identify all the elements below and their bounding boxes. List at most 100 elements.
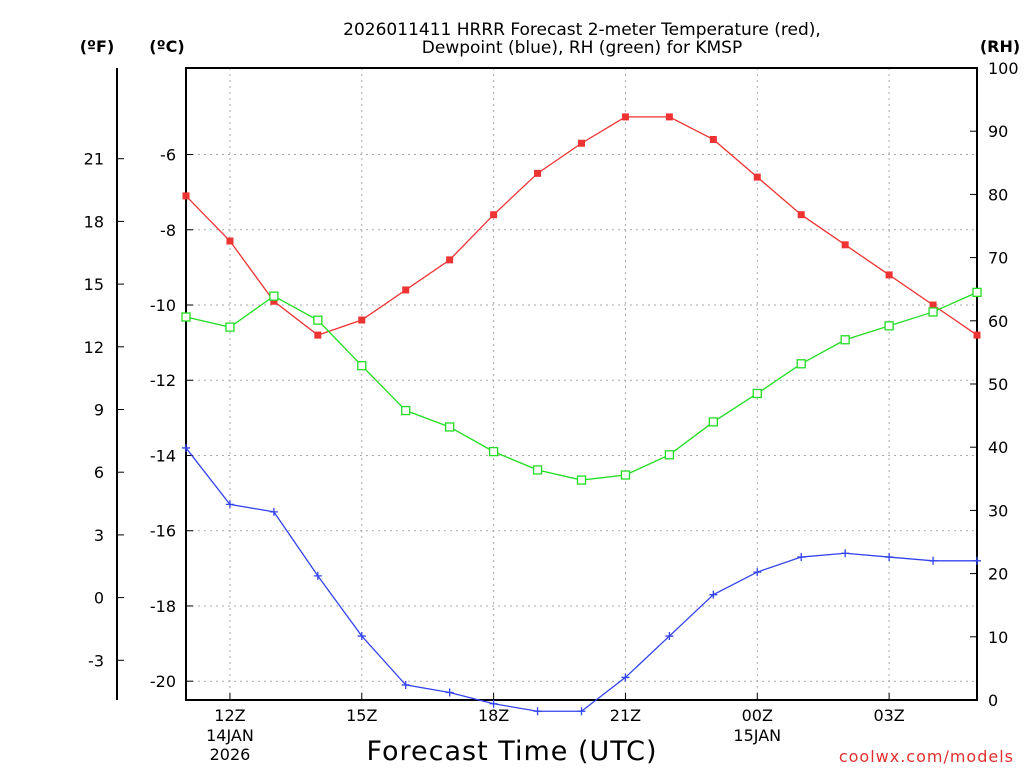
- fahrenheit-tick-label: 0: [94, 589, 104, 608]
- rh-tick-label: 10: [988, 628, 1008, 647]
- temperature-point: [314, 331, 322, 339]
- dewpoint-point: [753, 568, 762, 577]
- temperature-point: [446, 256, 454, 264]
- celsius-tick-label: -18: [150, 597, 176, 616]
- rh-point: [884, 321, 894, 331]
- temperature-point: [929, 301, 937, 309]
- celsius-unit-label: (ºC): [149, 37, 184, 56]
- rh-tick-label: 100: [988, 59, 1019, 78]
- rh-tick-label: 20: [988, 565, 1008, 584]
- fahrenheit-tick-label: 12: [84, 338, 104, 357]
- temperature-point: [578, 139, 585, 147]
- dewpoint-point: [797, 553, 806, 562]
- dewpoint-point: [225, 500, 234, 509]
- temperature-point: [841, 241, 849, 249]
- temperature-point: [621, 113, 629, 121]
- temperature-point: [226, 237, 234, 245]
- celsius-tick-label: -6: [160, 146, 176, 165]
- rh-unit-label: (RH): [980, 37, 1020, 56]
- rh-point: [840, 335, 850, 345]
- celsius-tick-label: -8: [160, 221, 176, 240]
- dewpoint-point: [621, 673, 630, 682]
- chart-title-line2: Dewpoint (blue), RH (green) for KMSP: [422, 38, 742, 58]
- time-tick-label: 03Z: [873, 706, 904, 725]
- time-tick-label: 18Z: [478, 706, 509, 725]
- chart-title-line1: 2026011411 HRRR Forecast 2-meter Tempera…: [343, 20, 821, 40]
- temperature-point: [665, 113, 673, 121]
- rh-point: [620, 470, 631, 480]
- time-date-label: 14JAN: [206, 726, 254, 745]
- fahrenheit-tick-label: 6: [94, 463, 104, 482]
- fahrenheit-tick-label: 18: [84, 212, 104, 231]
- rh-point: [664, 450, 675, 460]
- time-date-label: 15JAN: [733, 726, 781, 745]
- fahrenheit-tick-label: 21: [84, 150, 104, 169]
- rh-point: [928, 307, 938, 317]
- dewpoint-point: [313, 571, 322, 580]
- temperature-point: [973, 331, 981, 339]
- fahrenheit-tick-label: 15: [84, 275, 104, 294]
- dewpoint-point: [269, 507, 278, 516]
- celsius-tick-label: -20: [150, 672, 176, 691]
- dewpoint-point: [357, 632, 366, 641]
- rh-tick-label: 60: [988, 312, 1008, 331]
- dewpoint-point: [929, 556, 938, 565]
- dewpoint-point: [445, 688, 454, 697]
- rh-tick-label: 0: [988, 691, 998, 710]
- dewpoint-point: [709, 590, 718, 599]
- dewpoint-point: [489, 699, 498, 708]
- rh-point: [269, 291, 279, 301]
- temperature-series: [182, 113, 981, 339]
- series-layer: [181, 113, 982, 716]
- rh-tick-label: 50: [988, 375, 1008, 394]
- rh-point: [752, 388, 762, 399]
- rh-point: [181, 312, 191, 322]
- time-tick-label: 15Z: [346, 706, 377, 725]
- temperature-point: [358, 316, 366, 324]
- temperature-point: [709, 135, 717, 143]
- fahrenheit-axis: -3 0 3 6 9 12 15 18 21: [84, 150, 124, 670]
- time-tick-label: 12Z: [214, 706, 245, 725]
- rh-point: [488, 446, 499, 457]
- temperature-point: [402, 286, 410, 294]
- x-axis-title: Forecast Time (UTC): [366, 736, 657, 767]
- rh-point: [532, 465, 543, 475]
- grid-lines: [186, 68, 977, 700]
- dewpoint-line: [185, 447, 977, 712]
- fahrenheit-unit-label: (ºF): [80, 37, 115, 56]
- temperature-point: [182, 192, 190, 200]
- temperature-point: [534, 169, 542, 177]
- rh-tick-label: 40: [988, 438, 1008, 457]
- rh-axis: 0 10 20 30 40 50 60 70 80 90 100: [970, 59, 1019, 710]
- celsius-tick-label: -16: [150, 522, 176, 541]
- temperature-line: [185, 116, 978, 336]
- rh-tick-label: 90: [988, 122, 1008, 141]
- fahrenheit-tick-label: 3: [94, 526, 104, 545]
- celsius-axis: -20 -18 -16 -14 -12 -10 -8 -6: [150, 146, 193, 691]
- time-year-label: 2026: [210, 745, 251, 764]
- temperature-point: [490, 211, 498, 219]
- rh-point: [972, 287, 982, 298]
- rh-point: [445, 422, 455, 432]
- temperature-point: [270, 297, 278, 305]
- rh-tick-label: 30: [988, 501, 1008, 520]
- rh-tick-label: 80: [988, 185, 1008, 204]
- celsius-tick-label: -12: [150, 371, 176, 390]
- plot-frame: [185, 67, 978, 701]
- rh-point: [708, 417, 718, 427]
- temperature-point: [753, 173, 761, 181]
- dewpoint-point: [577, 707, 586, 716]
- dewpoint-point: [533, 707, 542, 716]
- rh-point: [401, 405, 411, 416]
- rh-point: [796, 359, 806, 369]
- temperature-point: [797, 211, 805, 219]
- dewpoint-point: [841, 549, 850, 558]
- dewpoint-point: [665, 632, 674, 641]
- fahrenheit-tick-label: -3: [88, 651, 104, 670]
- rh-point: [313, 315, 323, 325]
- rh-point: [576, 475, 587, 485]
- watermark: coolwx.com/models: [839, 747, 1014, 766]
- celsius-tick-label: -14: [150, 446, 176, 465]
